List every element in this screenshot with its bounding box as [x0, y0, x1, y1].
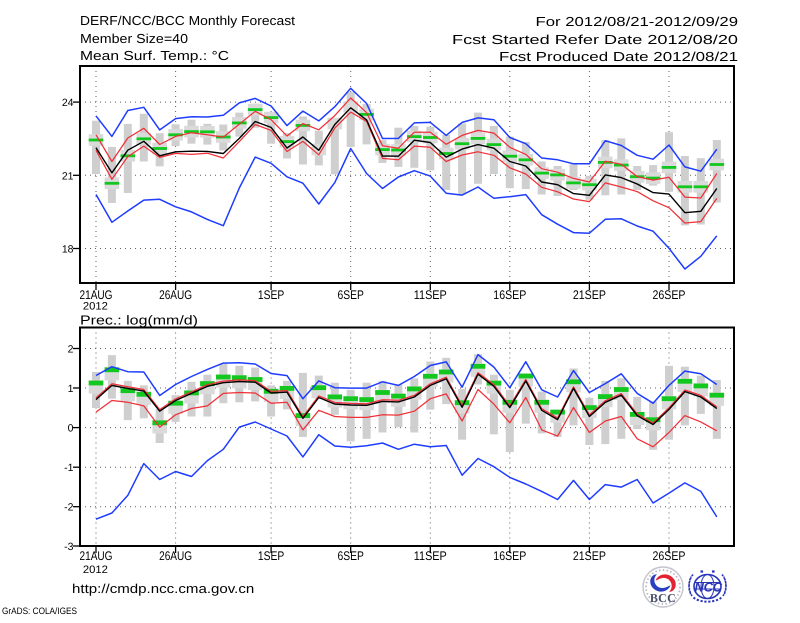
svg-text:1SEP: 1SEP [258, 549, 284, 563]
svg-text:16SEP: 16SEP [493, 288, 526, 302]
svg-text:26AUG: 26AUG [159, 288, 192, 302]
svg-text:26SEP: 26SEP [653, 549, 686, 563]
svg-text:1SEP: 1SEP [258, 288, 284, 302]
svg-text:2: 2 [68, 344, 74, 356]
svg-text:http://cmdp.ncc.cma.gov.cn: http://cmdp.ncc.cma.gov.cn [72, 581, 254, 596]
svg-text:18: 18 [62, 244, 74, 256]
svg-text:21SEP: 21SEP [573, 549, 606, 563]
svg-text:Prec.: log(mm/d): Prec.: log(mm/d) [80, 313, 198, 328]
svg-text:DERF/NCC/BCC Monthly Forecast: DERF/NCC/BCC Monthly Forecast [80, 13, 295, 28]
svg-text:0: 0 [68, 423, 74, 435]
svg-text:2012: 2012 [83, 300, 108, 312]
svg-text:26SEP: 26SEP [653, 288, 686, 302]
svg-text:Fcst Produced Date 2012/08/21: Fcst Produced Date 2012/08/21 [499, 49, 738, 64]
svg-text:11SEP: 11SEP [414, 288, 447, 302]
svg-text:16SEP: 16SEP [493, 549, 526, 563]
svg-text:26AUG: 26AUG [159, 549, 192, 563]
svg-text:21SEP: 21SEP [573, 288, 606, 302]
svg-text:For 2012/08/21-2012/09/29: For 2012/08/21-2012/09/29 [536, 14, 739, 29]
svg-text:BCC: BCC [650, 591, 676, 605]
svg-text:1: 1 [68, 383, 74, 395]
svg-text:11SEP: 11SEP [414, 549, 447, 563]
svg-text:Mean Surf. Temp.: °C: Mean Surf. Temp.: °C [80, 48, 229, 63]
svg-text:NCC: NCC [695, 579, 723, 594]
svg-text:21AUG: 21AUG [80, 549, 113, 563]
svg-text:21: 21 [62, 170, 74, 182]
svg-text:-3: -3 [64, 541, 73, 553]
svg-text:6SEP: 6SEP [338, 288, 364, 302]
svg-text:24: 24 [62, 97, 74, 109]
svg-text:-1: -1 [64, 462, 73, 474]
svg-text:21AUG: 21AUG [80, 288, 113, 302]
svg-text:-2: -2 [64, 502, 73, 514]
svg-text:Member Size=40: Member Size=40 [80, 31, 188, 46]
svg-text:6SEP: 6SEP [338, 549, 364, 563]
svg-text:Fcst Started Refer Date 2012/0: Fcst Started Refer Date 2012/08/20 [452, 32, 738, 47]
svg-text:2012: 2012 [83, 564, 108, 576]
svg-text:GrADS: COLA/IGES: GrADS: COLA/IGES [2, 606, 77, 616]
